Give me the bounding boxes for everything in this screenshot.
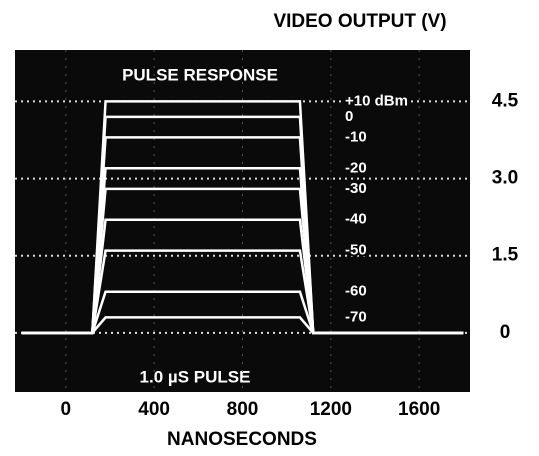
chart-title: VIDEO OUTPUT (V) bbox=[273, 11, 446, 32]
annotation: 1.0 µS PULSE bbox=[140, 367, 251, 386]
series-label: -20 bbox=[345, 159, 367, 176]
series-label: -30 bbox=[345, 180, 367, 197]
x-tick-label: 0 bbox=[61, 399, 72, 420]
series-label: -40 bbox=[345, 211, 367, 228]
series-label: -50 bbox=[345, 242, 367, 259]
x-tick-label: 800 bbox=[227, 399, 259, 420]
series-label: 0 bbox=[345, 108, 353, 125]
series-label: -10 bbox=[345, 128, 367, 145]
series-label: -70 bbox=[345, 308, 367, 325]
x-tick-label: 1200 bbox=[310, 399, 352, 420]
x-tick-label: 1600 bbox=[398, 399, 440, 420]
y-tick-label: 4.5 bbox=[492, 90, 519, 111]
pulse-trace bbox=[21, 316, 464, 335]
x-tick-label: 400 bbox=[138, 399, 170, 420]
annotation: PULSE RESPONSE bbox=[122, 65, 278, 84]
y-tick-label: 1.5 bbox=[492, 245, 519, 266]
y-tick-label: 0 bbox=[500, 322, 511, 343]
series-label: -60 bbox=[345, 283, 367, 300]
x-axis-label: NANOSECONDS bbox=[167, 429, 317, 450]
series-label: +10 dBm bbox=[345, 92, 408, 109]
y-tick-label: 3.0 bbox=[492, 168, 518, 189]
